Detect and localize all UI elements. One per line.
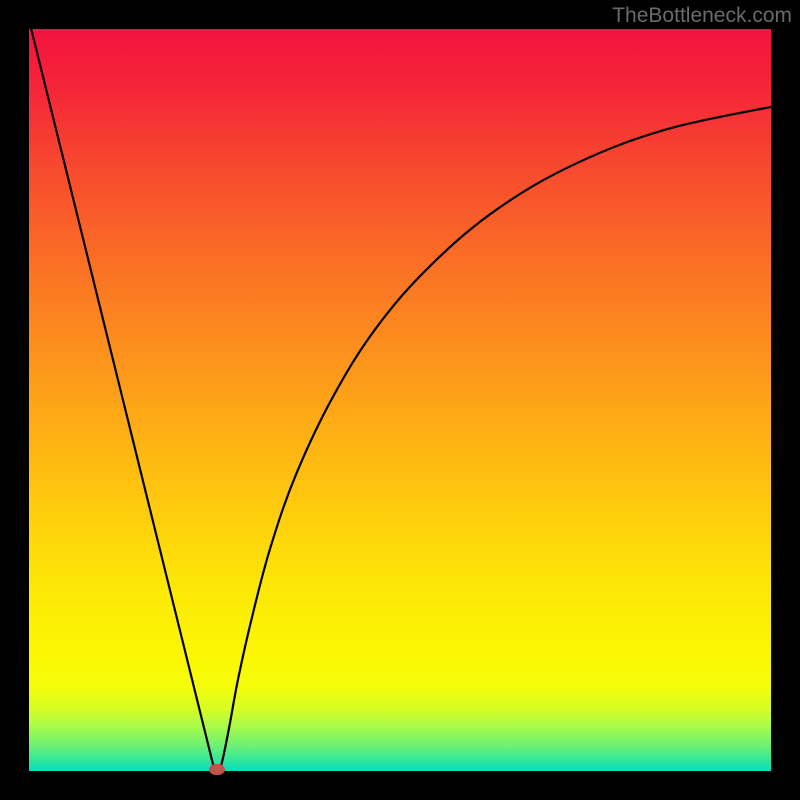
- plot-area: [29, 29, 771, 771]
- chart-frame: TheBottleneck.com: [0, 0, 800, 800]
- bottleneck-curve: [29, 29, 771, 771]
- curve-path: [31, 29, 771, 770]
- attribution-text: TheBottleneck.com: [612, 4, 792, 28]
- optimum-marker: [209, 764, 225, 776]
